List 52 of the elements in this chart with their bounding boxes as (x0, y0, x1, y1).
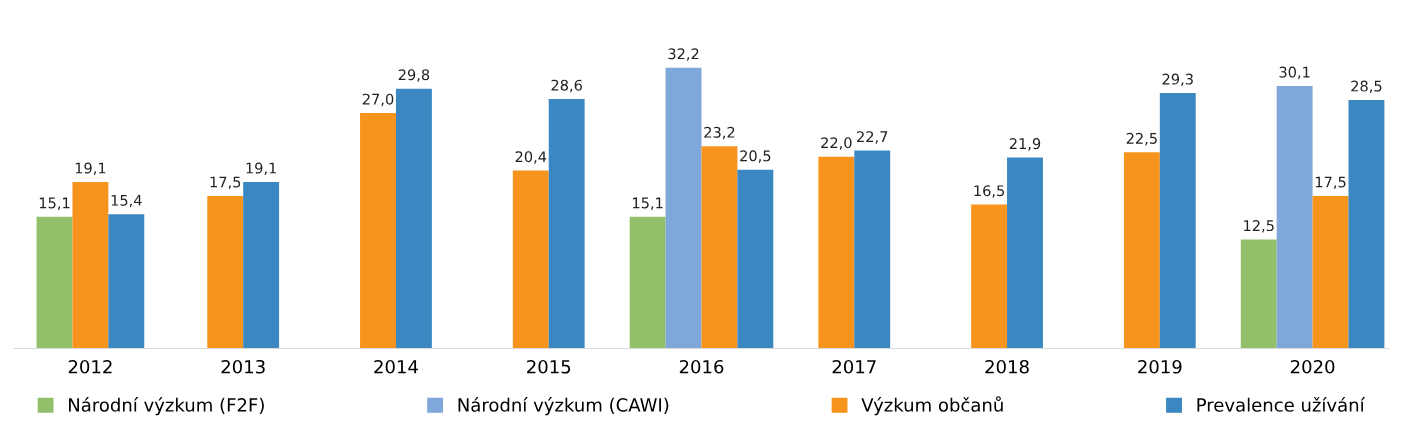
data-label: 17,5 (1315, 176, 1346, 189)
bar (512, 170, 549, 349)
data-label: 27,0 (362, 93, 394, 107)
legend-label: Národní výzkum (F2F) (69, 397, 264, 416)
data-label: 30,1 (1279, 66, 1310, 80)
x-tick-label: 2020 (1290, 359, 1335, 374)
bar (207, 195, 244, 349)
bar (854, 150, 891, 349)
bar (243, 181, 280, 349)
x-tick-label: 2019 (1138, 359, 1182, 374)
data-label: 15,1 (39, 197, 70, 210)
data-label: 19,1 (246, 162, 277, 176)
data-label: 28,6 (551, 79, 582, 93)
bar (1240, 239, 1277, 349)
bar (548, 99, 585, 349)
bar (971, 204, 1008, 349)
data-label: 20,4 (515, 151, 547, 164)
data-label: 17,5 (210, 176, 241, 189)
data-label: 32,2 (668, 48, 699, 61)
x-tick-label: 2015 (527, 359, 571, 374)
bar (395, 88, 432, 349)
x-tick-label: 2012 (68, 359, 112, 374)
x-tick-label: 2014 (374, 359, 418, 374)
data-label: 29,8 (398, 69, 430, 82)
x-tick-label: 2018 (985, 359, 1029, 374)
x-tick-label: 2013 (221, 359, 265, 374)
bar (665, 67, 702, 349)
bar (360, 113, 396, 349)
data-label: 22,0 (821, 137, 852, 150)
data-label: 22,5 (1126, 132, 1157, 146)
data-label: 16,5 (974, 185, 1005, 198)
bar (1159, 92, 1196, 349)
bar (818, 156, 855, 349)
data-label: 15,4 (111, 194, 142, 208)
data-label: 19,1 (75, 162, 106, 176)
data-label: 12,5 (1244, 220, 1274, 233)
data-label: 22,7 (857, 131, 888, 144)
bar (1007, 157, 1043, 349)
bar (1276, 86, 1313, 349)
legend-label: Výzkum občanů (861, 396, 1003, 416)
data-label: 21,9 (1009, 138, 1041, 151)
bar (629, 216, 666, 349)
data-label: 23,2 (704, 126, 735, 140)
legend-label: Prevalence užívání (1197, 397, 1366, 412)
x-tick-label: 2016 (679, 359, 724, 374)
data-label: 15,1 (633, 197, 663, 210)
bar (1123, 152, 1160, 349)
data-label: 28,5 (1351, 80, 1382, 94)
legend-label: Národní výzkum (CAWI) (458, 397, 669, 416)
data-label: 29,3 (1162, 73, 1193, 87)
data-label: 20,5 (740, 150, 771, 163)
x-tick-label: 2017 (832, 359, 876, 374)
